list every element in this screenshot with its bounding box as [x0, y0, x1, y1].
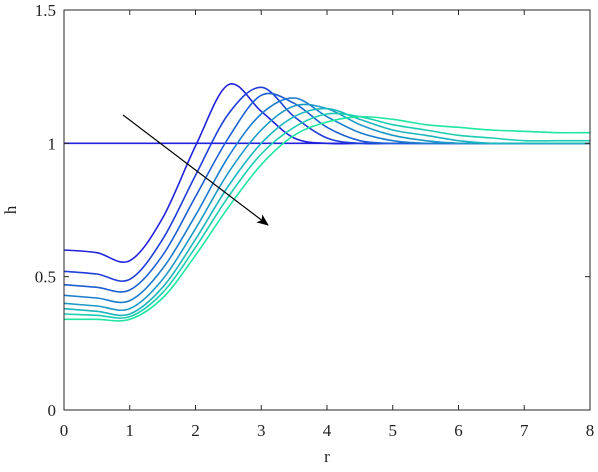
trend-arrow	[122, 114, 269, 226]
axes-box	[63, 9, 591, 411]
x-tick-label: 1	[126, 421, 135, 440]
y-tick-label: 0.5	[35, 268, 56, 287]
x-tick-label: 6	[454, 421, 463, 440]
x-tick-label: 8	[586, 421, 595, 440]
curve	[63, 107, 590, 317]
x-tick-label: 3	[257, 421, 266, 440]
x-tick-label: 4	[323, 421, 332, 440]
x-axis-label: r	[324, 447, 330, 466]
curve	[63, 83, 590, 263]
x-tick-label: 0	[60, 421, 69, 440]
y-tick-label: 0	[48, 401, 57, 420]
curve	[64, 115, 591, 322]
x-tick-label: 5	[389, 421, 398, 440]
x-tick-label: 7	[520, 421, 529, 440]
curve	[63, 92, 590, 293]
y-tick-label: 1.5	[35, 1, 56, 20]
curves	[63, 83, 591, 322]
y-tick-label: 1	[48, 134, 57, 153]
y-axis-label: h	[1, 205, 20, 214]
x-tick-label: 2	[191, 421, 200, 440]
curve	[63, 97, 590, 304]
curve	[63, 112, 590, 319]
